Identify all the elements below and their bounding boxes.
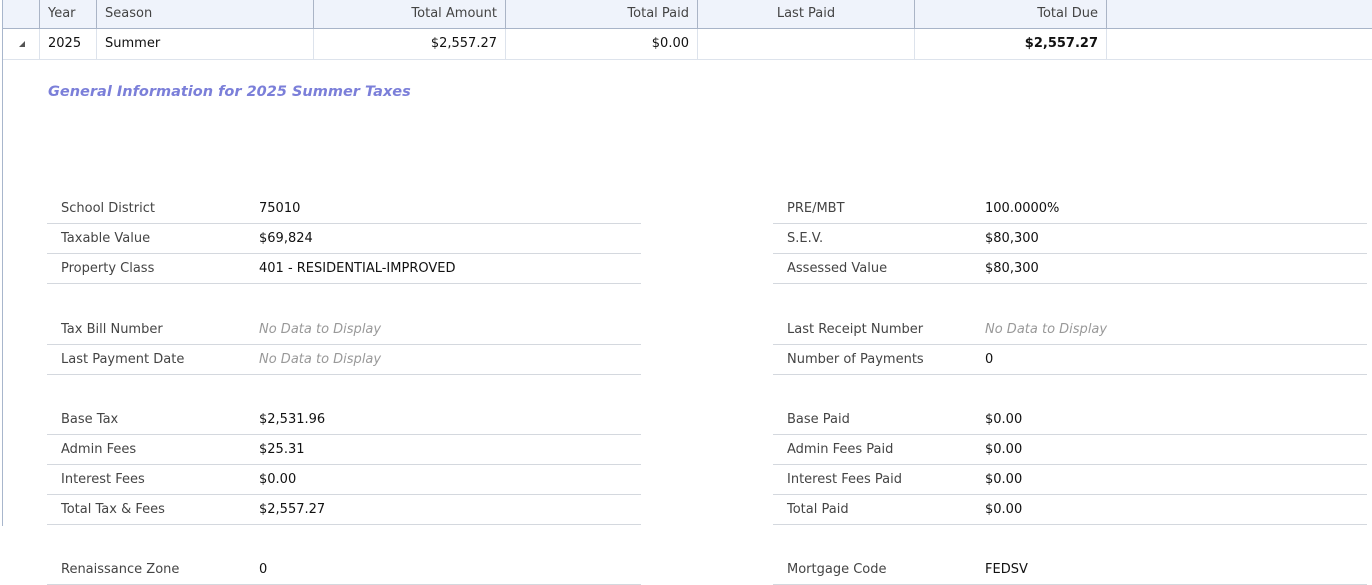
detail-value: $25.31 [259, 435, 305, 465]
detail-label: Renaissance Zone [61, 555, 179, 585]
detail-row: Tax Bill Number No Data to Display [47, 315, 641, 345]
detail-value: 100.0000% [985, 194, 1059, 224]
detail-label: Property Class [61, 254, 154, 284]
header-total-amount[interactable]: Total Amount [314, 0, 506, 28]
expand-collapse-button[interactable] [3, 29, 40, 59]
detail-value: 75010 [259, 194, 300, 224]
detail-value: No Data to Display [259, 345, 381, 375]
detail-value: No Data to Display [259, 315, 381, 345]
detail-value: $0.00 [985, 435, 1022, 465]
detail-label: Taxable Value [61, 224, 150, 254]
header-total-paid[interactable]: Total Paid [506, 0, 698, 28]
detail-value: 0 [259, 555, 267, 585]
detail-row: Assessed Value $80,300 [773, 254, 1367, 284]
header-total-due[interactable]: Total Due [915, 0, 1107, 28]
detail-label: Base Tax [61, 405, 118, 435]
detail-label: Admin Fees [61, 435, 136, 465]
detail-row: Base Tax $2,531.96 [47, 405, 641, 435]
detail-label: PRE/MBT [787, 194, 845, 224]
detail-row: Property Class 401 - RESIDENTIAL-IMPROVED [47, 254, 641, 284]
header-expander [3, 0, 40, 28]
detail-row: Taxable Value $69,824 [47, 224, 641, 254]
detail-value: 0 [985, 345, 993, 375]
detail-value: $0.00 [259, 465, 296, 495]
detail-row: S.E.V. $80,300 [773, 224, 1367, 254]
detail-label: Interest Fees Paid [787, 465, 902, 495]
detail-row: Number of Payments 0 [773, 345, 1367, 375]
detail-label: Total Tax & Fees [61, 495, 165, 525]
cell-last-paid [698, 29, 915, 59]
detail-row: Last Receipt Number No Data to Display [773, 315, 1367, 345]
header-filler [1107, 0, 1372, 28]
cell-total-paid: $0.00 [506, 29, 698, 59]
detail-value: $0.00 [985, 405, 1022, 435]
detail-value: No Data to Display [985, 315, 1107, 345]
detail-label: S.E.V. [787, 224, 823, 254]
detail-label: Mortgage Code [787, 555, 887, 585]
header-year[interactable]: Year [40, 0, 97, 28]
detail-label: Number of Payments [787, 345, 924, 375]
detail-row: Admin Fees Paid $0.00 [773, 435, 1367, 465]
header-season[interactable]: Season [97, 0, 314, 28]
detail-label: Last Receipt Number [787, 315, 923, 345]
detail-row: Renaissance Zone 0 [47, 555, 641, 585]
detail-value: $0.00 [985, 465, 1022, 495]
detail-label: Admin Fees Paid [787, 435, 893, 465]
cell-season: Summer [97, 29, 314, 59]
detail-row: School District 75010 [47, 194, 641, 224]
detail-value: $69,824 [259, 224, 313, 254]
detail-label: Assessed Value [787, 254, 887, 284]
detail-row: Interest Fees Paid $0.00 [773, 465, 1367, 495]
header-last-paid[interactable]: Last Paid [698, 0, 915, 28]
detail-label: Tax Bill Number [61, 315, 163, 345]
collapse-triangle-icon [19, 41, 25, 47]
detail-row: Base Paid $0.00 [773, 405, 1367, 435]
detail-value: $80,300 [985, 224, 1039, 254]
detail-value: 401 - RESIDENTIAL-IMPROVED [259, 254, 455, 284]
detail-label: Last Payment Date [61, 345, 184, 375]
cell-year: 2025 [40, 29, 97, 59]
detail-row: Total Paid $0.00 [773, 495, 1367, 525]
cell-total-due: $2,557.27 [915, 29, 1107, 59]
table-row[interactable]: 2025 Summer $2,557.27 $0.00 $2,557.27 [3, 29, 1372, 60]
detail-value: $2,557.27 [259, 495, 325, 525]
detail-row: Mortgage Code FEDSV [773, 555, 1367, 585]
detail-label: Total Paid [787, 495, 849, 525]
detail-title: General Information for 2025 Summer Taxe… [48, 84, 411, 100]
detail-label: Interest Fees [61, 465, 145, 495]
detail-value: FEDSV [985, 555, 1028, 585]
detail-label: Base Paid [787, 405, 850, 435]
detail-row: PRE/MBT 100.0000% [773, 194, 1367, 224]
detail-row: Interest Fees $0.00 [47, 465, 641, 495]
detail-row: Total Tax & Fees $2,557.27 [47, 495, 641, 525]
detail-row: Last Payment Date No Data to Display [47, 345, 641, 375]
detail-label: School District [61, 194, 155, 224]
detail-value: $0.00 [985, 495, 1022, 525]
row-filler [1107, 29, 1372, 59]
detail-value: $80,300 [985, 254, 1039, 284]
tax-grid: Year Season Total Amount Total Paid Last… [2, 0, 1372, 526]
grid-header: Year Season Total Amount Total Paid Last… [3, 0, 1372, 29]
cell-total-amount: $2,557.27 [314, 29, 506, 59]
detail-row: Admin Fees $25.31 [47, 435, 641, 465]
detail-value: $2,531.96 [259, 405, 325, 435]
